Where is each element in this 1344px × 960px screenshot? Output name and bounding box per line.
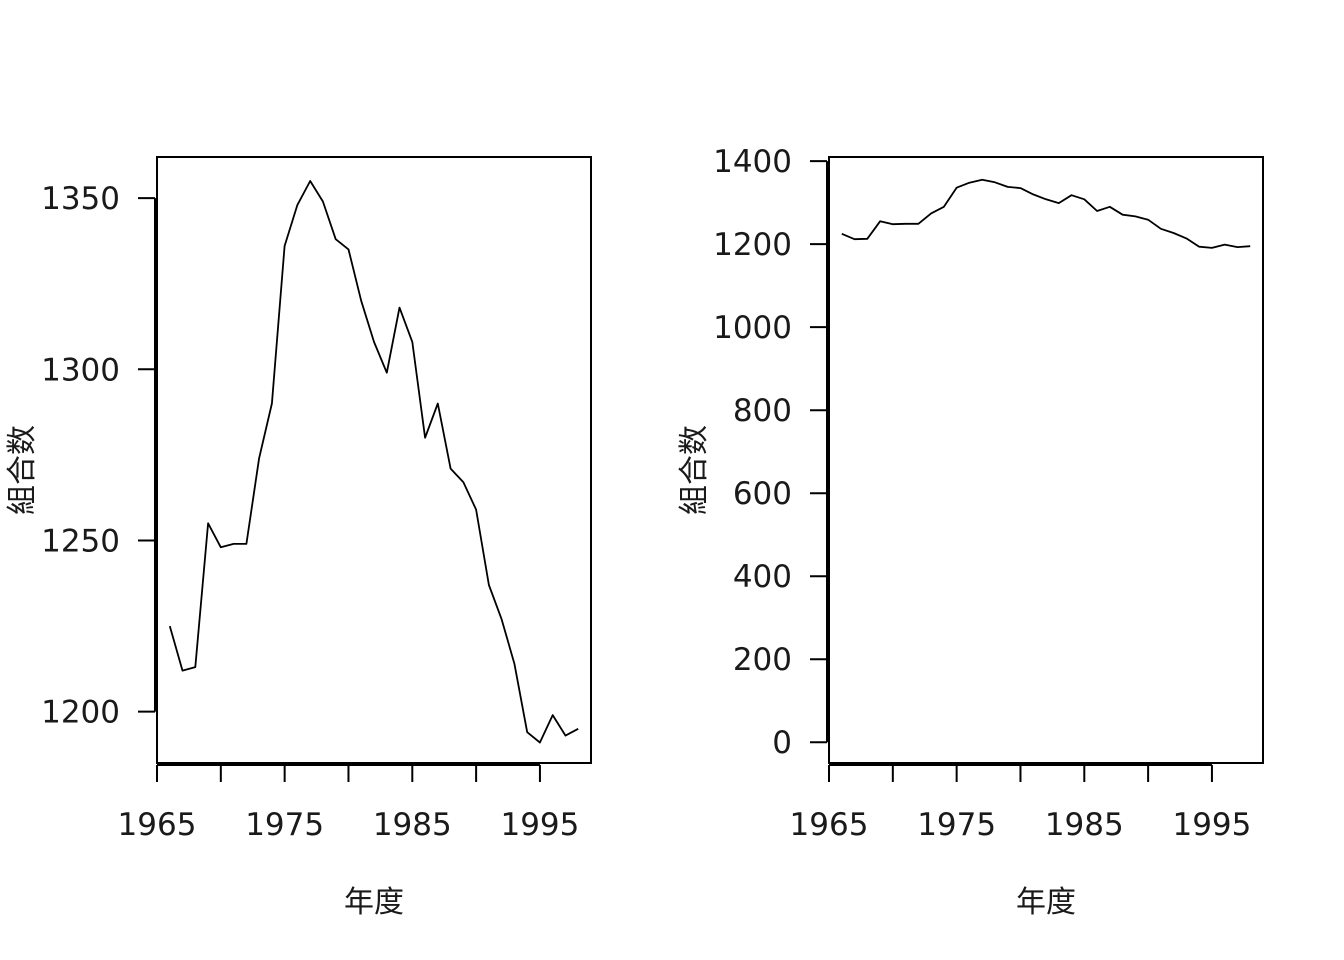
x-tick-label: 1965 [790, 807, 869, 843]
x-tick-label: 1995 [1172, 807, 1251, 843]
x-tick-label: 1985 [1045, 807, 1124, 843]
y-tick-label: 200 [733, 642, 792, 678]
y-tick-label: 1200 [713, 227, 792, 263]
chart-panel-1: 1965 1975 1985 1995 1200 1250 1300 1350 年度 組合数 [5, 156, 592, 920]
x-tick-label: 1985 [373, 807, 452, 843]
y-tick-label: 0 [772, 725, 792, 761]
x-tick-label: 1975 [245, 807, 324, 843]
y-tick-label: 1000 [713, 310, 792, 346]
y-axis-label: 組合数 [5, 425, 40, 515]
x-tick-label: 1995 [500, 807, 579, 843]
y-tick-label: 1300 [41, 352, 120, 388]
y-tick-label: 1400 [713, 144, 792, 180]
y-axis-label: 組合数 [677, 425, 712, 515]
y-tick-label: 400 [733, 559, 792, 595]
x-axis-label: 年度 [1016, 885, 1076, 920]
series-line [841, 178, 1251, 249]
y-tick-label: 1250 [41, 523, 120, 559]
y-tick-label: 1350 [41, 181, 120, 217]
y-tick-label: 600 [733, 476, 792, 512]
x-tick-label: 1975 [917, 807, 996, 843]
plot-frame [156, 156, 592, 764]
y-tick-label: 800 [733, 393, 792, 429]
x-axis-label: 年度 [344, 885, 404, 920]
y-tick-label: 1200 [41, 695, 120, 731]
plot-frame [828, 156, 1264, 764]
chart-panel-2: 1965 1975 1985 1995 0 200 400 600 800 1000 1200 140… [677, 144, 1264, 920]
series-line [168, 180, 579, 744]
x-tick-label: 1965 [118, 807, 197, 843]
